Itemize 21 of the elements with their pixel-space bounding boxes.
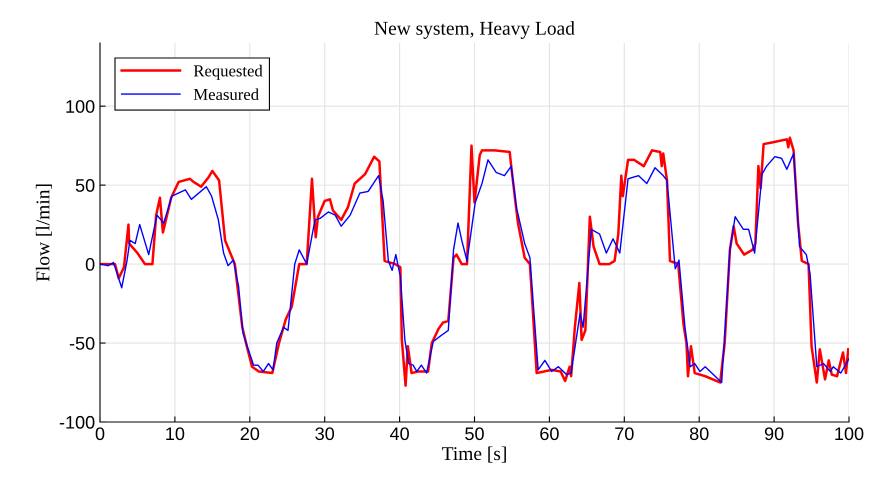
y-tick-label: 100: [66, 100, 94, 113]
legend-label: Requested: [194, 64, 263, 80]
y-tick-label: 50: [76, 179, 94, 192]
y-tick-label: -100: [60, 416, 94, 429]
y-axis-title: Flow [l/min]: [36, 184, 52, 282]
x-tick-label: 90: [764, 427, 784, 440]
x-tick-label: 60: [540, 427, 559, 440]
x-tick-label: 0: [96, 427, 104, 440]
x-tick-label: 10: [166, 427, 184, 440]
x-axis-title: Time [s]: [442, 446, 506, 463]
y-tick-label: -50: [70, 336, 94, 350]
x-tick-label: 30: [315, 427, 334, 440]
x-tick-label: 80: [690, 427, 709, 440]
y-tick-label: 0: [86, 258, 94, 271]
x-tick-label: 40: [390, 427, 409, 440]
x-tick-label: 50: [465, 427, 484, 440]
x-tick-label: 70: [615, 427, 634, 440]
x-tick-label: 100: [835, 427, 864, 440]
chart-title: New system, Heavy Load: [374, 21, 575, 39]
legend-label: Measured: [194, 88, 259, 100]
x-tick-label: 20: [240, 427, 260, 440]
